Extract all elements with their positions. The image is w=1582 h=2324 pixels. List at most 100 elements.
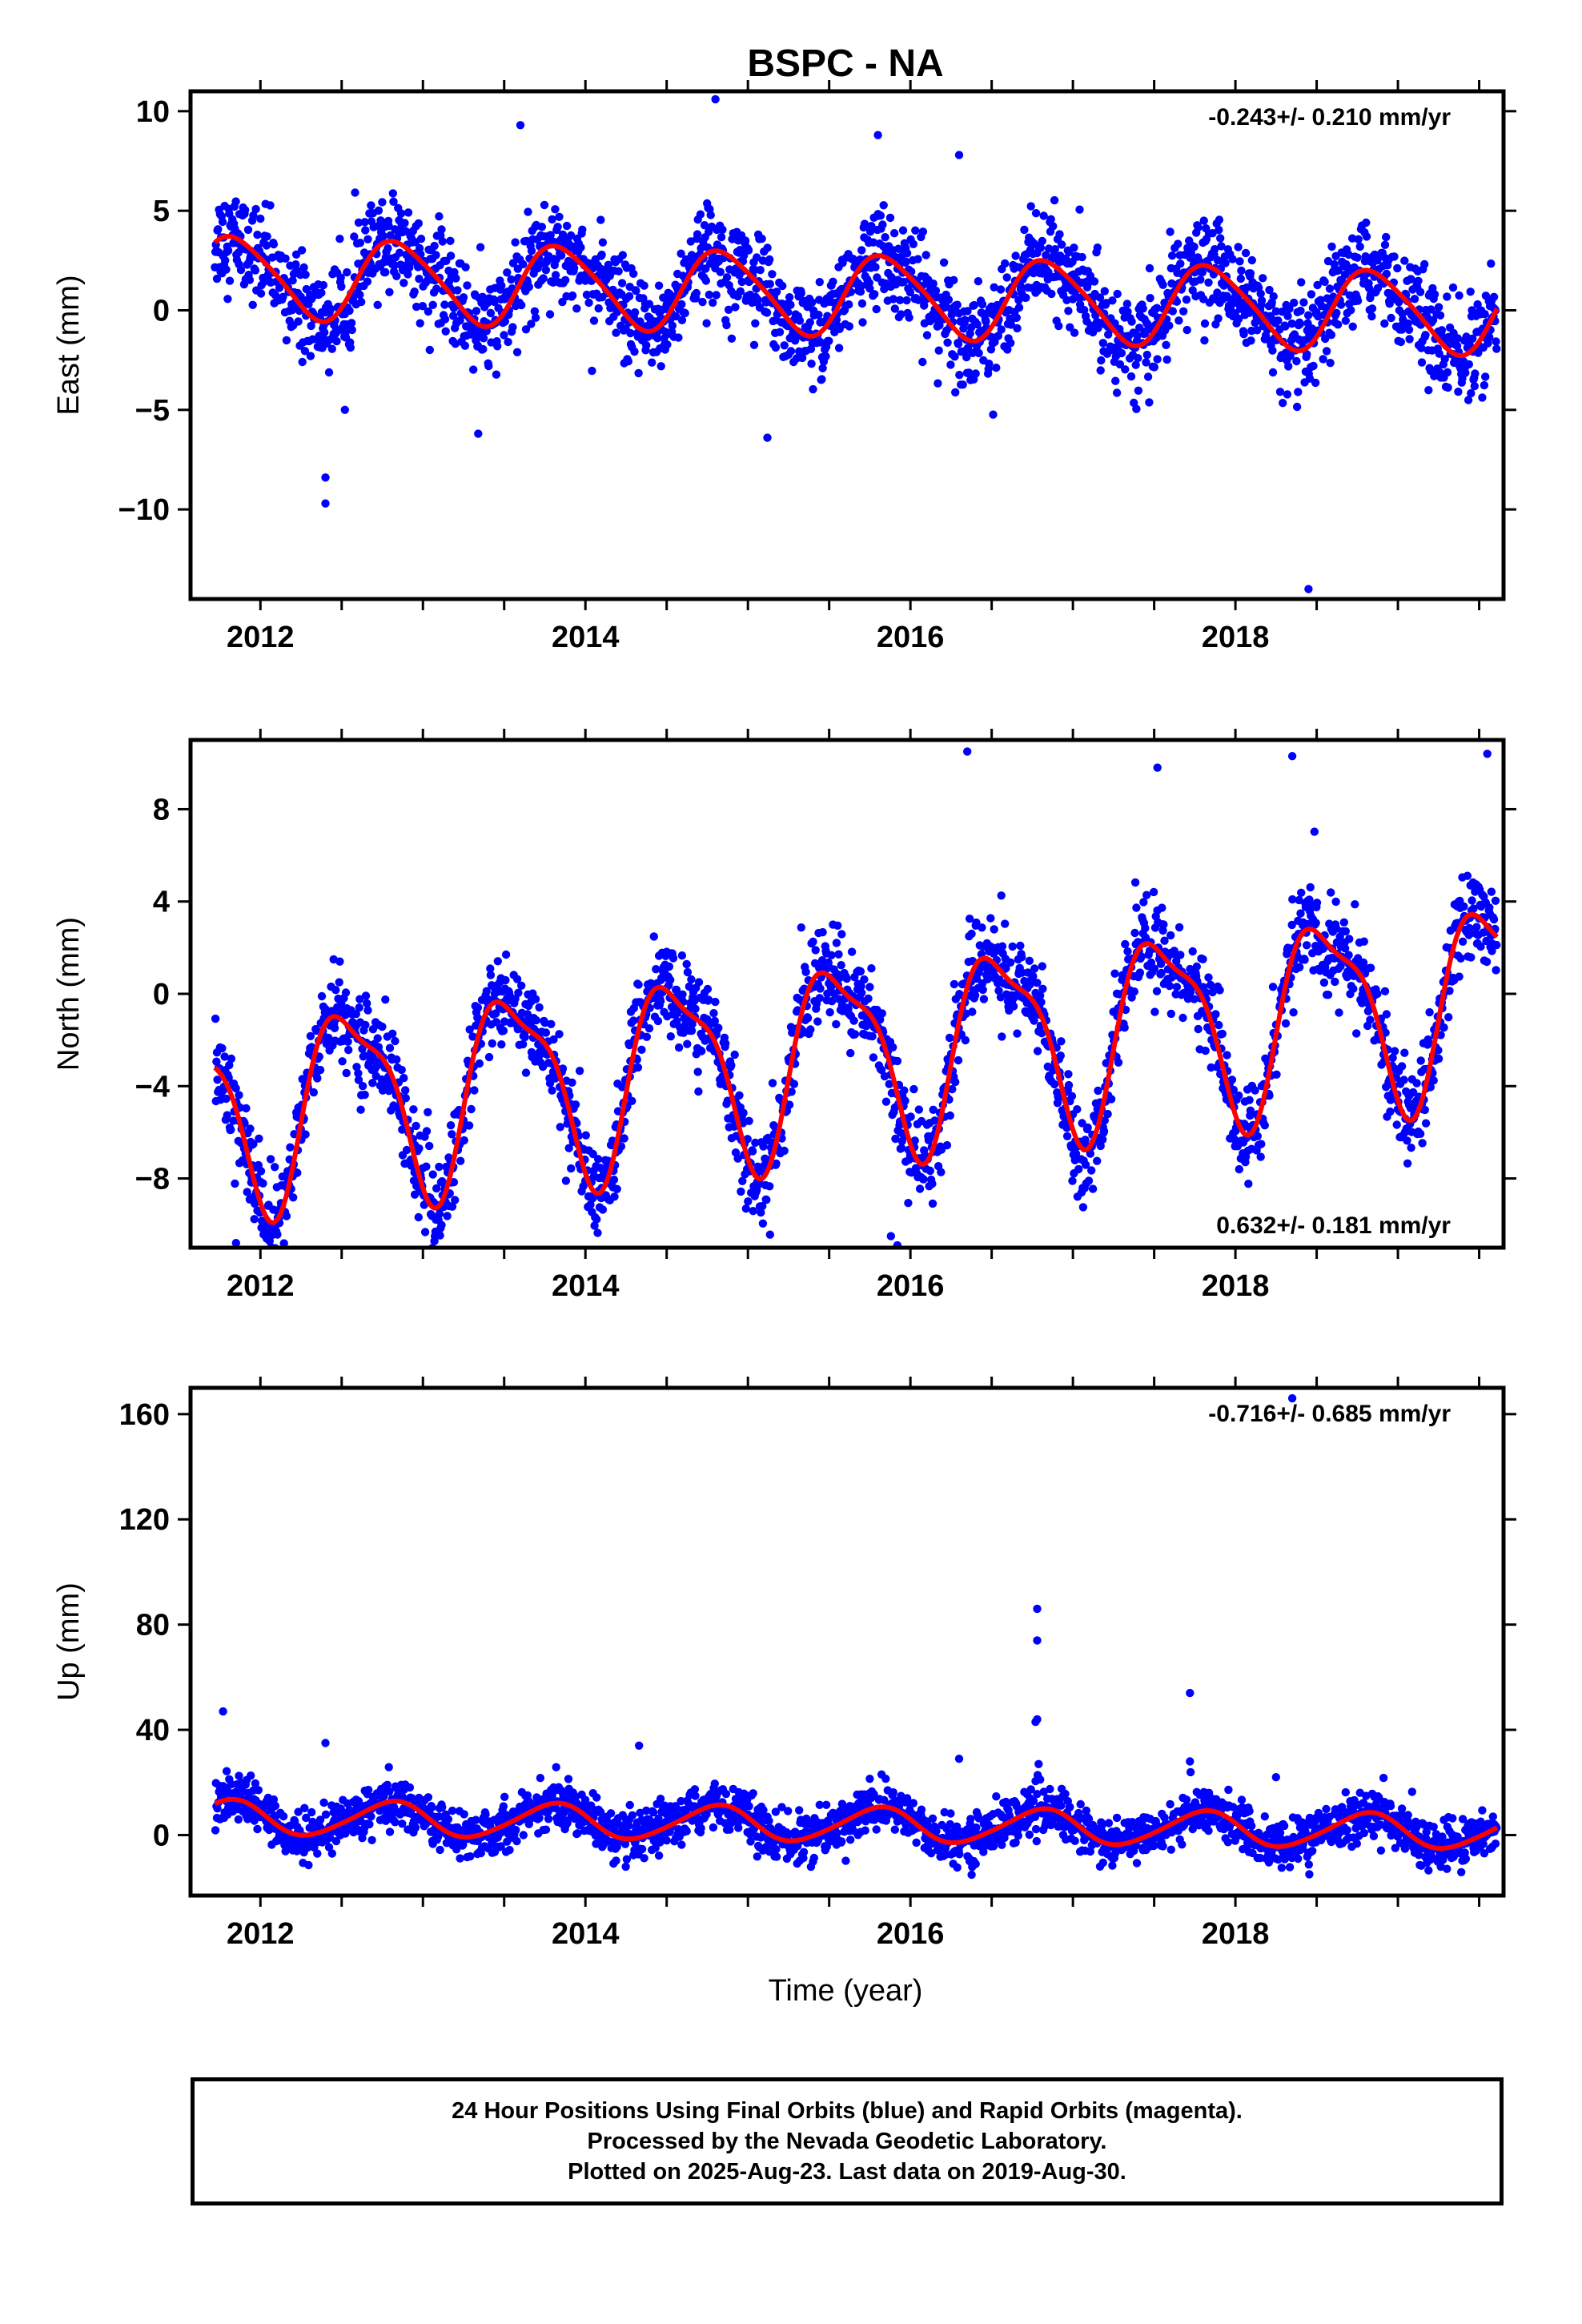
data-point xyxy=(448,1130,456,1139)
data-point xyxy=(342,1068,351,1078)
data-point xyxy=(344,1045,353,1055)
data-point xyxy=(1455,291,1464,300)
data-point xyxy=(1204,973,1213,982)
data-point xyxy=(749,340,759,349)
data-point xyxy=(514,988,523,998)
data-point xyxy=(697,243,705,253)
data-point xyxy=(666,1032,675,1041)
data-point xyxy=(256,289,266,298)
data-point xyxy=(934,379,942,388)
data-point xyxy=(567,231,576,240)
data-point xyxy=(1485,333,1494,342)
data-point xyxy=(298,357,307,367)
data-point xyxy=(246,1124,255,1133)
data-point xyxy=(249,211,258,220)
data-point xyxy=(1407,275,1415,283)
data-point xyxy=(551,205,560,214)
data-point xyxy=(1306,883,1315,892)
data-point xyxy=(626,328,635,338)
data-point xyxy=(618,251,627,259)
data-point xyxy=(711,997,720,1007)
data-point xyxy=(1215,215,1224,224)
data-point xyxy=(921,251,930,259)
data-point xyxy=(749,1207,757,1216)
data-point xyxy=(1367,304,1377,313)
data-point xyxy=(338,1057,347,1066)
data-point xyxy=(946,360,955,369)
data-point xyxy=(1167,251,1177,260)
data-point xyxy=(330,1023,339,1033)
data-point xyxy=(973,320,982,329)
data-point xyxy=(1215,225,1223,235)
data-point xyxy=(211,1826,220,1835)
data-point xyxy=(885,213,895,223)
data-point xyxy=(259,1179,267,1188)
data-point xyxy=(1443,368,1452,377)
data-point xyxy=(958,380,967,389)
data-point xyxy=(517,981,526,991)
outlier-point xyxy=(954,151,964,159)
data-point xyxy=(1230,1135,1239,1144)
data-point xyxy=(617,279,627,287)
data-point xyxy=(918,227,928,236)
data-point xyxy=(1443,292,1452,301)
data-point xyxy=(222,1094,231,1104)
data-point xyxy=(1182,325,1191,335)
data-point xyxy=(472,307,481,316)
data-point xyxy=(437,1220,446,1229)
data-point xyxy=(1464,360,1474,369)
data-point xyxy=(918,357,927,367)
data-point xyxy=(1489,292,1499,301)
data-point xyxy=(1285,304,1294,313)
data-point xyxy=(1055,230,1064,239)
data-point xyxy=(881,233,889,242)
data-point xyxy=(640,281,648,290)
outlier-point xyxy=(711,94,720,104)
data-point xyxy=(1172,956,1181,966)
data-point xyxy=(324,368,334,377)
data-point xyxy=(404,208,413,217)
data-point xyxy=(989,410,998,419)
data-point xyxy=(424,307,433,316)
data-point xyxy=(775,328,785,336)
data-point xyxy=(1117,348,1126,358)
data-point xyxy=(1399,1076,1408,1084)
data-point xyxy=(1002,273,1011,282)
data-point xyxy=(319,1798,328,1807)
data-point xyxy=(404,270,412,279)
data-point xyxy=(1078,252,1086,262)
data-point xyxy=(1011,251,1020,260)
data-point xyxy=(1473,300,1482,309)
data-point xyxy=(1006,339,1015,348)
data-point xyxy=(1214,314,1223,323)
data-point xyxy=(1320,277,1329,287)
data-point xyxy=(1260,1121,1270,1130)
data-point xyxy=(702,319,711,328)
data-point xyxy=(479,344,488,354)
data-point xyxy=(243,1188,251,1196)
data-point xyxy=(245,275,255,284)
data-point xyxy=(1033,1047,1042,1055)
data-point xyxy=(360,218,369,227)
data-point xyxy=(962,352,971,362)
data-point xyxy=(415,275,424,283)
data-point xyxy=(1216,234,1225,243)
data-point xyxy=(821,352,830,361)
data-point xyxy=(1472,923,1481,931)
data-point xyxy=(1458,937,1468,947)
data-point xyxy=(868,1031,877,1041)
data-point xyxy=(900,1086,909,1095)
data-point xyxy=(1336,962,1345,971)
data-point xyxy=(832,1019,841,1029)
data-point xyxy=(1311,378,1320,388)
data-point xyxy=(1271,307,1281,316)
data-point xyxy=(693,230,702,239)
data-point xyxy=(584,298,593,308)
data-point xyxy=(1008,942,1017,951)
data-point xyxy=(1064,1070,1073,1079)
data-point xyxy=(517,300,526,310)
data-point xyxy=(724,305,733,314)
data-point xyxy=(1200,336,1209,345)
data-point xyxy=(1137,952,1146,961)
data-point xyxy=(446,1121,456,1130)
